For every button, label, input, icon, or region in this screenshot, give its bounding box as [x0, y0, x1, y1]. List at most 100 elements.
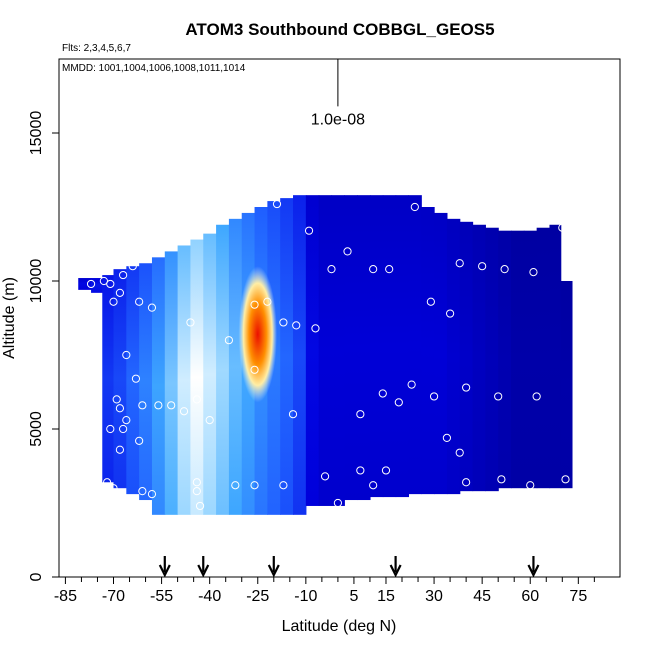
sample-point [442, 433, 451, 442]
field-column [293, 195, 307, 515]
scale-label: 1.0e-08 [311, 111, 365, 128]
sample-point [131, 374, 141, 383]
sample-point [288, 410, 298, 419]
sample-point [407, 380, 416, 389]
sample-point [369, 481, 378, 490]
sample-point [122, 416, 131, 425]
sample-point [115, 404, 125, 413]
sample-point [106, 424, 115, 434]
sample-point [333, 498, 342, 508]
flight-marker-arrowhead [158, 564, 171, 578]
sample-point [394, 398, 403, 407]
sample-point [128, 262, 137, 271]
sample-point [526, 481, 535, 490]
sample-point [195, 501, 205, 511]
field-column [421, 207, 435, 495]
x-axis-label: Latitude (deg N) [282, 618, 397, 635]
sample-point [109, 297, 118, 306]
sample-point [327, 265, 336, 274]
sample-point [478, 262, 487, 271]
sample-point [429, 392, 439, 401]
field-column [177, 245, 192, 515]
y-tick-label: 5000 [28, 411, 45, 447]
sample-point [494, 392, 503, 401]
field-column [164, 251, 179, 515]
sample-point [119, 270, 128, 280]
field-column [151, 257, 166, 515]
sample-point [250, 481, 259, 490]
sample-point [64, 279, 73, 289]
x-tick-label: -40 [198, 588, 221, 605]
sample-point [115, 445, 125, 454]
sample-point [192, 395, 201, 404]
field-column [382, 195, 397, 498]
x-tick-label: 60 [521, 588, 539, 605]
field-column [523, 230, 538, 489]
field-column [280, 198, 294, 515]
sample-point [500, 265, 509, 274]
sample-point [378, 389, 387, 398]
sample-point [122, 350, 131, 360]
field-column [549, 224, 562, 489]
dates-note: MMDD: 1001,1004,1006,1008,1011,1014 [62, 63, 246, 74]
sample-point [119, 424, 128, 434]
sample-point [343, 247, 352, 256]
sample-point [138, 487, 147, 496]
sample-point [462, 383, 471, 392]
sample-point [311, 324, 320, 333]
x-tick-label: -70 [102, 588, 125, 605]
concentration-field [78, 195, 573, 515]
sample-point [138, 401, 147, 410]
field-column [395, 195, 410, 498]
y-tick-label: 10000 [28, 259, 45, 304]
sample-point [272, 199, 282, 209]
concentration-peak [238, 266, 277, 403]
x-tick-label: -25 [246, 588, 269, 605]
sample-point [304, 226, 314, 235]
field-column [560, 281, 573, 489]
sample-point [320, 472, 330, 481]
sample-point [154, 401, 163, 410]
sample-point [356, 466, 365, 475]
field-column [357, 195, 371, 501]
field-column [472, 224, 486, 492]
field-column [408, 195, 422, 495]
x-tick-label: -10 [294, 588, 317, 605]
sample-point [356, 410, 365, 419]
sample-point [445, 309, 455, 318]
flights-note: Flts: 2,3,4,5,6,7 [62, 43, 131, 54]
field-column [434, 212, 448, 495]
plot-area-frame [58, 58, 621, 578]
sample-point [529, 268, 538, 277]
sample-point [109, 484, 118, 493]
x-axis: -85 -70 -55 -40 -25 -10 5 15 30 45 60 75 [54, 577, 595, 605]
field-column [459, 221, 474, 492]
field-column [78, 278, 92, 290]
x-tick-label: -85 [54, 588, 77, 605]
sample-point [192, 487, 201, 496]
y-tick-label: 0 [28, 572, 45, 581]
sample-point [135, 436, 144, 445]
field-column [511, 230, 525, 489]
sample-point [426, 297, 435, 306]
sample-point [250, 365, 259, 374]
field-column [91, 278, 103, 293]
sample-point [179, 407, 189, 416]
sample-point [192, 478, 201, 487]
scale-indicator: 1.0e-08 [311, 59, 365, 128]
sample-point [292, 321, 301, 330]
sample-point [102, 478, 112, 487]
field-column [331, 195, 345, 506]
sample-point [163, 516, 173, 525]
field-column [536, 227, 551, 489]
field-column [369, 195, 384, 498]
flight-marker-arrowhead [389, 564, 402, 578]
sample-point [279, 318, 288, 327]
y-axis-label: Altitude (m) [1, 277, 18, 359]
field-column [228, 218, 243, 515]
sample-point [381, 466, 391, 475]
sample-point [385, 265, 394, 274]
field-column [203, 233, 217, 515]
sample-point [186, 318, 195, 327]
